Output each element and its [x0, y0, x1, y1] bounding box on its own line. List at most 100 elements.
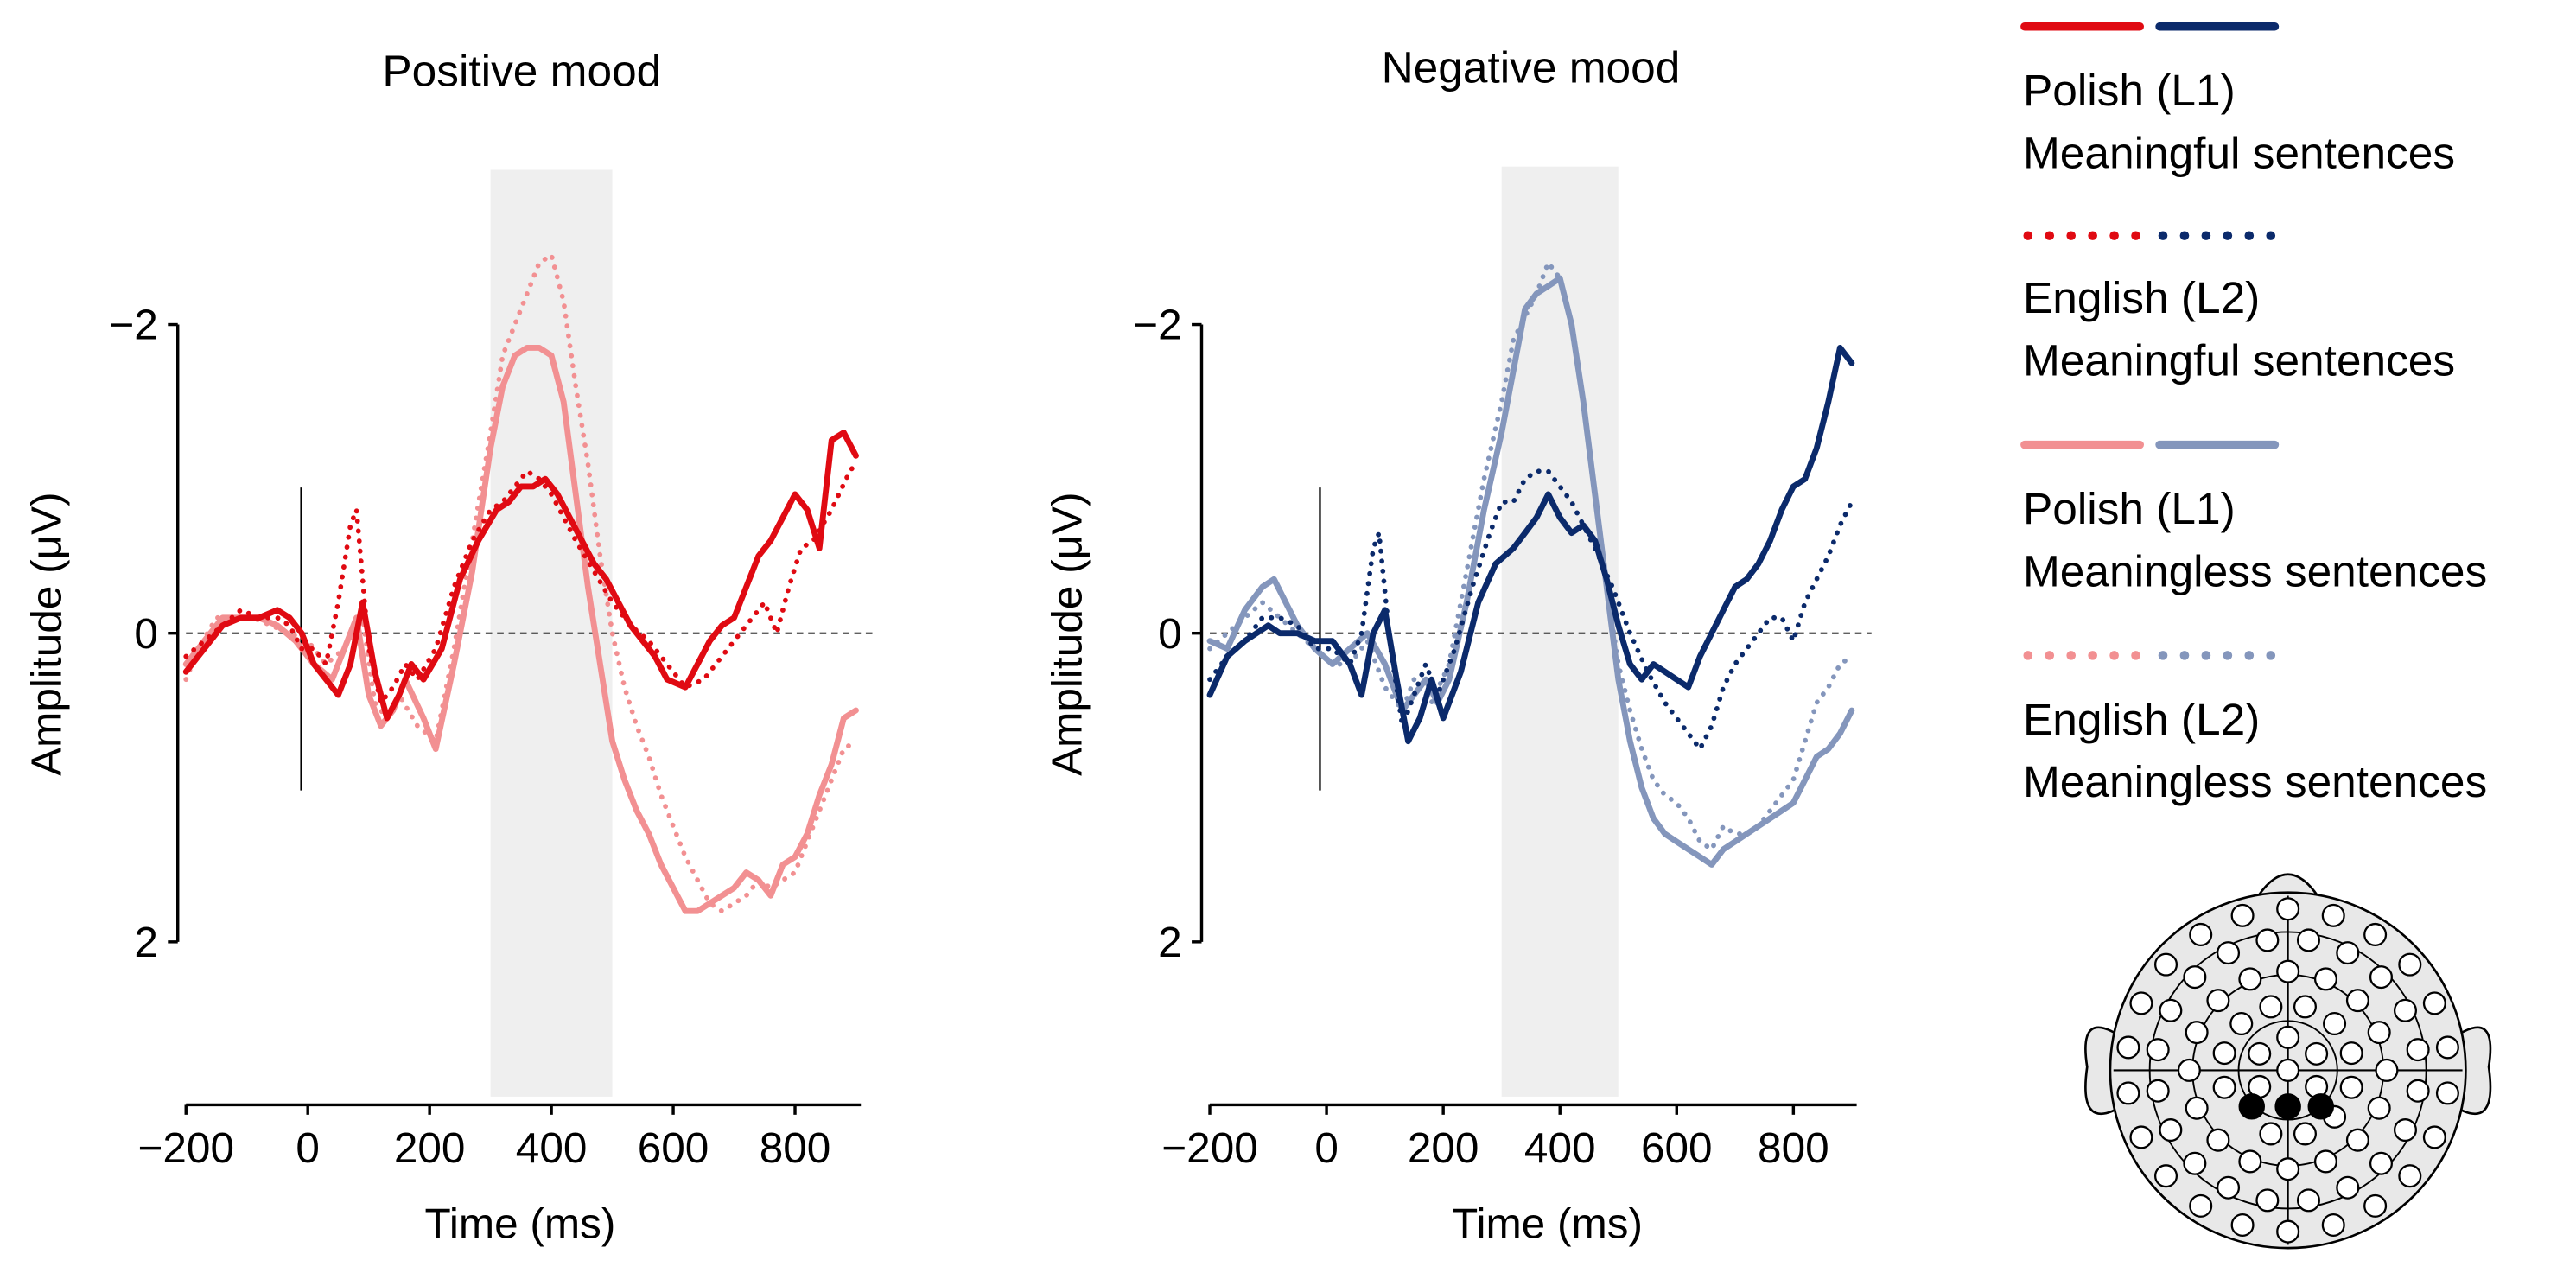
electrode: [2367, 1021, 2391, 1045]
electrode-highlighted: [2238, 1093, 2265, 1120]
electrode: [2339, 1041, 2363, 1066]
legend-label-language: English (L2): [2023, 272, 2260, 322]
x-tick-label: 800: [760, 1124, 831, 1172]
chart-axes: −2 0 2 −200 0 200 400 600 800: [109, 302, 862, 1172]
electrode: [2129, 991, 2153, 1015]
electrode: [2422, 991, 2446, 1015]
x-tick-label: 800: [1758, 1124, 1829, 1172]
x-tick-label: 0: [1314, 1124, 1339, 1172]
electrode: [2229, 1011, 2254, 1036]
electrode: [2212, 1041, 2236, 1066]
legend: Polish (L1) Meaningful sentences English…: [2020, 22, 2487, 806]
electrode: [2398, 952, 2422, 977]
electrode: [2276, 1219, 2300, 1244]
shaded-time-window: [1501, 166, 1619, 1097]
electrode: [2159, 998, 2183, 1022]
electrode: [2393, 1118, 2417, 1143]
electrode: [2369, 1151, 2393, 1175]
electrode: [2216, 1175, 2241, 1200]
legend-item: Polish (L1) Meaningful sentences: [2020, 22, 2455, 178]
electrode: [2238, 967, 2262, 991]
electrode: [2293, 1122, 2317, 1146]
electrode: [2212, 1075, 2236, 1099]
legend-label-condition: Meaningless sentences: [2023, 545, 2487, 595]
electrode: [2435, 1081, 2459, 1105]
electrode: [2398, 1164, 2422, 1188]
x-tick-label: 600: [638, 1124, 709, 1172]
electrode: [2206, 1128, 2230, 1152]
electrode: [2153, 952, 2178, 977]
electrode: [2146, 1079, 2170, 1103]
electrode: [2276, 1157, 2300, 1181]
x-tick-label: 600: [1641, 1124, 1713, 1172]
electrode: [2321, 1213, 2345, 1237]
electrode: [2375, 1058, 2399, 1082]
electrode: [2259, 995, 2283, 1019]
x-tick-label: 200: [1408, 1124, 1479, 1172]
electrode: [2363, 1193, 2388, 1218]
electrode: [2369, 965, 2393, 990]
electrode: [2153, 1164, 2178, 1188]
chart-title: Negative mood: [1382, 42, 1681, 92]
electrode: [2255, 928, 2280, 952]
electrode: [2276, 1058, 2300, 1082]
legend-label-language: Polish (L1): [2023, 65, 2236, 115]
electrode: [2296, 1188, 2320, 1213]
series-line-1: [1206, 344, 1855, 745]
x-tick-label: 400: [1524, 1124, 1596, 1172]
legend-label-condition: Meaningless sentences: [2023, 756, 2487, 806]
electrode: [2216, 941, 2241, 965]
electrode: [2406, 1079, 2430, 1103]
electrode: [2339, 1075, 2363, 1099]
electrode: [2177, 1058, 2201, 1082]
x-tick-label: 0: [296, 1124, 320, 1172]
chart-panel-negative-mood: −2 0 2 −200 0 200 400 600 800 Negative mood Time…: [1043, 42, 1872, 1248]
electrode: [2422, 1125, 2446, 1149]
y-tick-label: 0: [1158, 610, 1182, 658]
electrode: [2336, 1175, 2360, 1200]
chart-series-group: [182, 252, 859, 914]
y-tick-label: −2: [109, 302, 157, 349]
chart-axes: −2 0 2 −200 0 200 400 600 800: [1133, 302, 1857, 1172]
x-tick-label: −200: [1161, 1124, 1258, 1172]
y-tick-label: 2: [1158, 919, 1182, 966]
electrode: [2183, 965, 2207, 990]
head-nose: [2255, 873, 2320, 897]
series-line-3: [182, 344, 859, 914]
electrode: [2393, 998, 2417, 1022]
y-tick-label: −2: [1133, 302, 1181, 349]
electrode: [2189, 1193, 2213, 1218]
legend-item: English (L2) Meaningless sentences: [2023, 651, 2487, 806]
series-line-2: [1207, 468, 1854, 752]
electrode: [2276, 959, 2300, 983]
x-tick-label: 400: [516, 1124, 588, 1172]
electrode: [2146, 1038, 2170, 1062]
electrode: [2259, 1122, 2283, 1146]
series-line-1: [182, 430, 859, 722]
x-axis-label: Time (ms): [1452, 1200, 1643, 1248]
electrode: [2129, 1125, 2153, 1149]
electrode: [2296, 928, 2320, 952]
electrode: [2313, 1149, 2337, 1174]
electrode: [2293, 995, 2317, 1019]
electrode: [2248, 1041, 2272, 1066]
legend-label-condition: Meaningful sentences: [2023, 335, 2455, 385]
legend-item: Polish (L1) Meaningless sentences: [2020, 440, 2487, 595]
electrode-highlighted: [2274, 1093, 2301, 1120]
electrode: [2367, 1096, 2391, 1120]
x-axis-label: Time (ms): [424, 1200, 615, 1248]
electrode: [2230, 903, 2255, 927]
chart-panel-positive-mood: −2 0 2 −200 0 200 400 600 800 Positive mood Time…: [22, 45, 876, 1248]
legend-item: English (L2) Meaningful sentences: [2023, 231, 2455, 385]
electrode: [2183, 1151, 2207, 1175]
x-tick-label: 200: [394, 1124, 466, 1172]
series-line-2: [183, 461, 859, 705]
electrode: [2406, 1038, 2430, 1062]
electrode: [2159, 1118, 2183, 1143]
electrode-head-map: [2084, 873, 2492, 1250]
chart-title: Positive mood: [382, 45, 661, 95]
electrode: [2116, 1081, 2140, 1105]
ring-line: [2148, 931, 2427, 1210]
electrode-highlighted: [2307, 1093, 2334, 1120]
